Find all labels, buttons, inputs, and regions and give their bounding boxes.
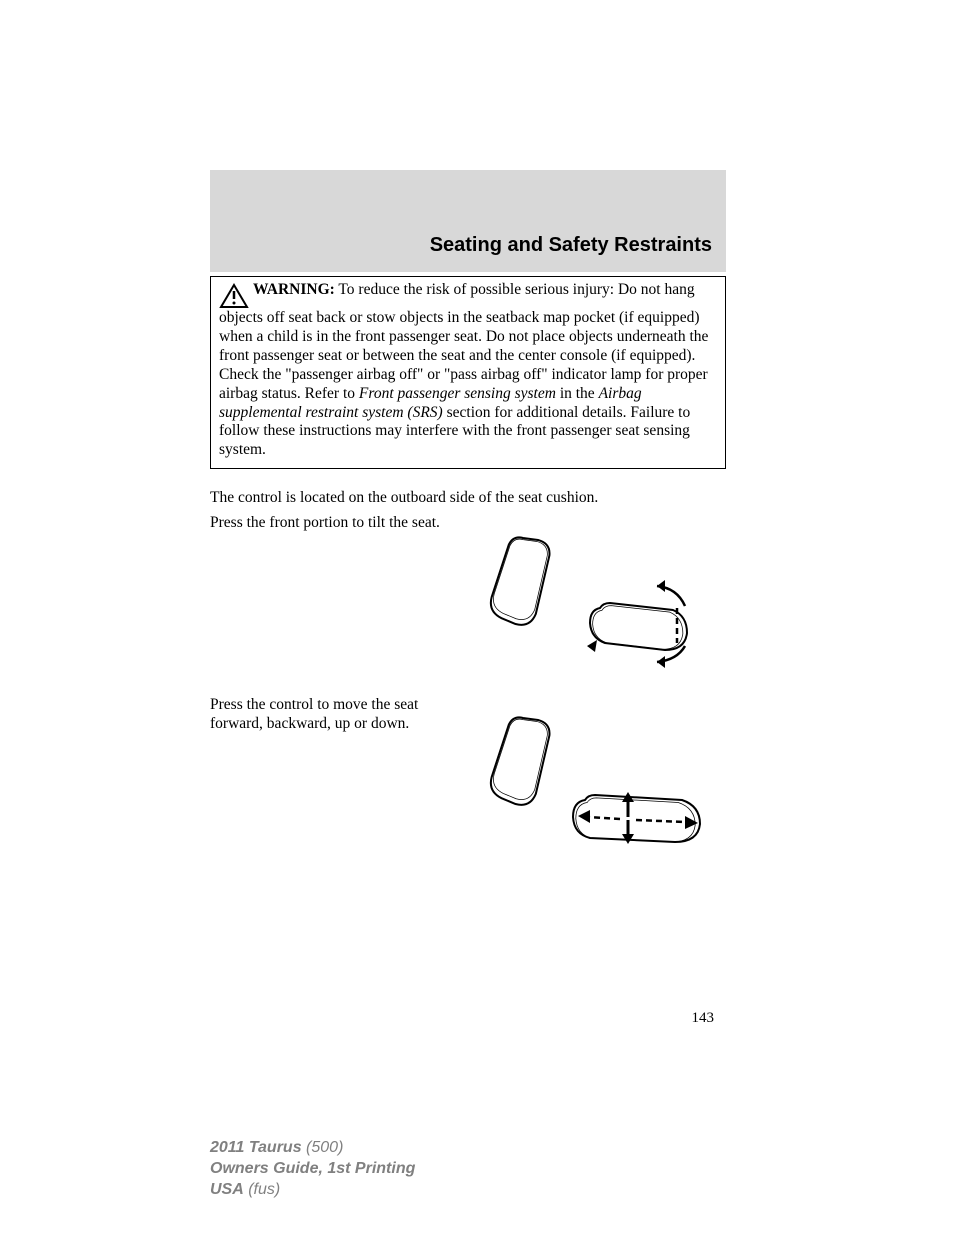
body-text-tilt: Press the front portion to tilt the seat… xyxy=(210,514,460,533)
footer-guide: Owners Guide, 1st Printing xyxy=(210,1159,415,1180)
warning-label: WARNING: xyxy=(253,281,335,298)
body-text-control-location: The control is located on the outboard s… xyxy=(210,489,726,507)
body-text-move: Press the control to move the seat forwa… xyxy=(210,696,470,734)
footer: 2011 Taurus (500) Owners Guide, 1st Prin… xyxy=(210,1138,415,1200)
footer-model-code: (500) xyxy=(302,1139,344,1156)
footer-region: USA xyxy=(210,1181,244,1198)
page-number: 143 xyxy=(692,1010,715,1027)
warning-box: WARNING: To reduce the risk of possible … xyxy=(210,276,726,469)
warning-triangle-icon xyxy=(219,283,249,309)
warning-text-2: in the xyxy=(556,385,599,402)
warning-italic-1: Front passenger sensing system xyxy=(359,385,556,402)
warning-text-1: To reduce the risk of possible serious i… xyxy=(219,281,708,402)
seat-move-diagram xyxy=(470,700,716,855)
section-title: Seating and Safety Restraints xyxy=(210,234,712,257)
seat-tilt-diagram xyxy=(470,520,716,670)
footer-region-code: (fus) xyxy=(244,1181,280,1198)
footer-model: 2011 Taurus xyxy=(210,1139,302,1156)
